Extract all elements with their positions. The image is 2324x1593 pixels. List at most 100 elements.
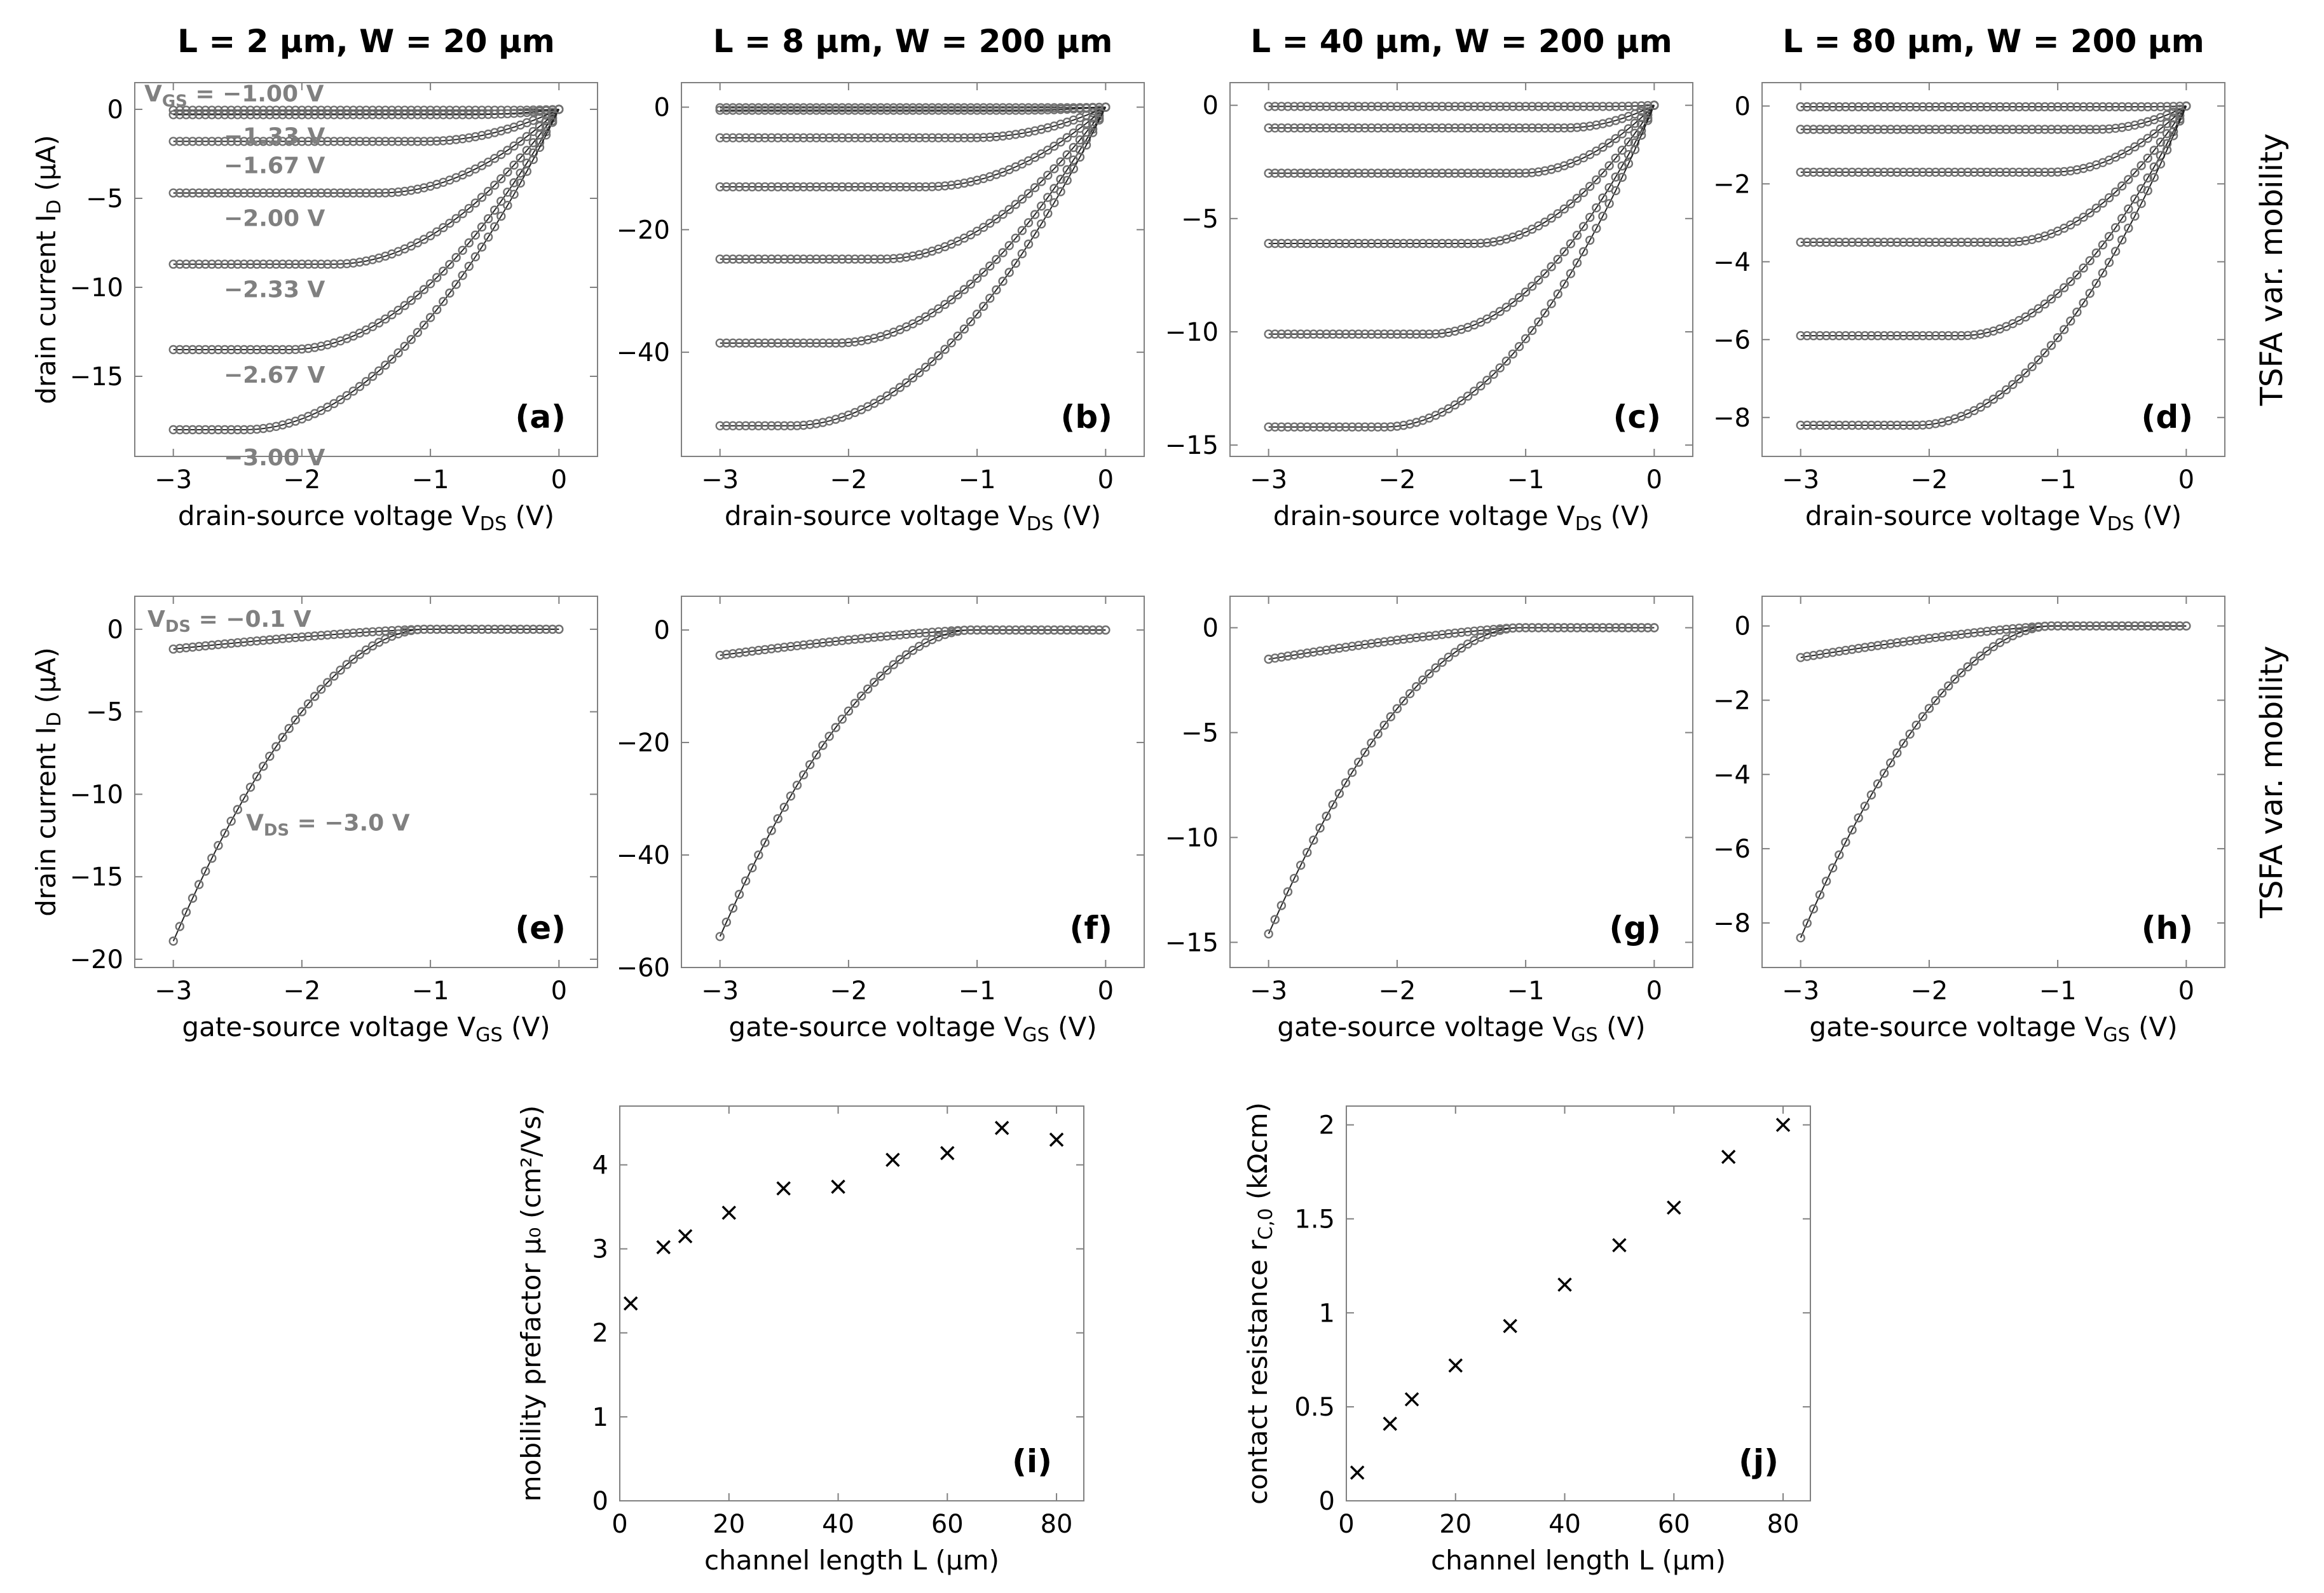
data-point xyxy=(1030,210,1040,219)
data-point xyxy=(1450,238,1460,249)
data-point xyxy=(1514,292,1524,303)
data-point xyxy=(824,254,834,264)
x-marker-stroke xyxy=(1667,1200,1681,1215)
y-tick-label: 0 xyxy=(1735,92,1751,121)
data-point xyxy=(1617,146,1627,155)
data-point xyxy=(317,137,326,146)
data-point xyxy=(1578,188,1589,198)
data-point xyxy=(1347,238,1357,249)
data-point xyxy=(959,133,969,143)
data-point xyxy=(464,110,474,120)
data-point xyxy=(1302,123,1312,133)
data-point xyxy=(1598,168,1608,178)
data-point xyxy=(2040,348,2050,358)
data-point xyxy=(2117,181,2127,191)
data-point xyxy=(175,259,184,269)
data-point xyxy=(1341,778,1351,788)
data-point xyxy=(1775,1118,1791,1132)
data-point xyxy=(812,750,821,760)
data-point xyxy=(734,106,744,115)
fit-line xyxy=(1800,625,2187,938)
data-point xyxy=(1988,102,1999,112)
data-point xyxy=(1328,422,1338,432)
data-point xyxy=(181,110,191,120)
data-point xyxy=(1448,1358,1463,1373)
data-point xyxy=(290,632,300,643)
data-point xyxy=(1514,168,1524,178)
data-point xyxy=(1049,198,1059,208)
y-tick-label: −5 xyxy=(1181,718,1219,748)
data-point xyxy=(1585,235,1595,245)
data-point xyxy=(406,110,416,120)
data-point xyxy=(1270,102,1280,111)
data-point xyxy=(2059,283,2069,292)
data-point xyxy=(509,624,519,634)
data-point xyxy=(470,624,481,634)
data-point xyxy=(1405,634,1415,643)
data-point xyxy=(927,182,937,191)
data-point xyxy=(342,188,352,198)
data-point xyxy=(1592,203,1601,213)
data-point xyxy=(1969,628,1979,638)
data-point xyxy=(2046,341,2056,350)
data-point xyxy=(1043,209,1053,218)
data-point xyxy=(844,254,854,264)
data-point xyxy=(2182,621,2191,631)
y-tick-label: −10 xyxy=(1165,318,1219,347)
data-point xyxy=(844,635,854,645)
data-point xyxy=(245,188,256,198)
data-point xyxy=(1918,125,1928,134)
data-point xyxy=(1049,1132,1064,1147)
data-point xyxy=(1315,238,1325,249)
data-point xyxy=(188,110,198,120)
data-point xyxy=(1322,168,1331,178)
vgs-annotation: −1.33 V xyxy=(224,123,325,149)
data-point xyxy=(1418,168,1428,178)
x-tick-label: −1 xyxy=(2039,976,2077,1006)
data-point xyxy=(1501,168,1512,178)
data-point xyxy=(998,131,1008,141)
data-point xyxy=(239,137,249,146)
data-point xyxy=(1017,195,1027,204)
data-point xyxy=(317,685,326,694)
x-marker-stroke xyxy=(831,1179,845,1194)
data-point xyxy=(1431,102,1440,111)
data-point xyxy=(2117,214,2127,223)
data-point xyxy=(336,259,345,269)
data-point xyxy=(1373,638,1383,648)
series-4 xyxy=(1796,101,2191,341)
data-point xyxy=(1847,167,1857,177)
data-point xyxy=(1540,269,1550,278)
data-point xyxy=(201,137,210,146)
data-point xyxy=(1585,212,1595,222)
data-point xyxy=(754,182,763,192)
data-point xyxy=(1931,419,1941,428)
data-point xyxy=(994,1121,1009,1135)
y-tick-label: −20 xyxy=(617,728,670,758)
data-point xyxy=(959,178,969,188)
data-point xyxy=(786,254,796,264)
x-axis-label: drain-source voltage VDS​ (V) xyxy=(178,500,554,535)
data-point xyxy=(1885,237,1896,247)
data-point xyxy=(1527,123,1537,133)
data-point xyxy=(1611,102,1620,111)
data-point xyxy=(773,182,783,192)
data-point xyxy=(1802,102,1812,112)
data-point xyxy=(207,137,217,146)
series-5 xyxy=(1264,100,1659,432)
data-point xyxy=(773,814,783,824)
data-point xyxy=(290,188,300,198)
data-point xyxy=(1630,138,1640,147)
data-point xyxy=(323,259,332,269)
data-point xyxy=(1796,102,1805,112)
data-point xyxy=(1821,237,1831,247)
data-point xyxy=(2059,102,2069,112)
data-point xyxy=(966,106,976,115)
data-point xyxy=(2033,102,2044,112)
data-point xyxy=(1283,123,1293,133)
data-point xyxy=(1295,329,1306,339)
data-point xyxy=(767,182,776,192)
data-point xyxy=(721,254,732,264)
